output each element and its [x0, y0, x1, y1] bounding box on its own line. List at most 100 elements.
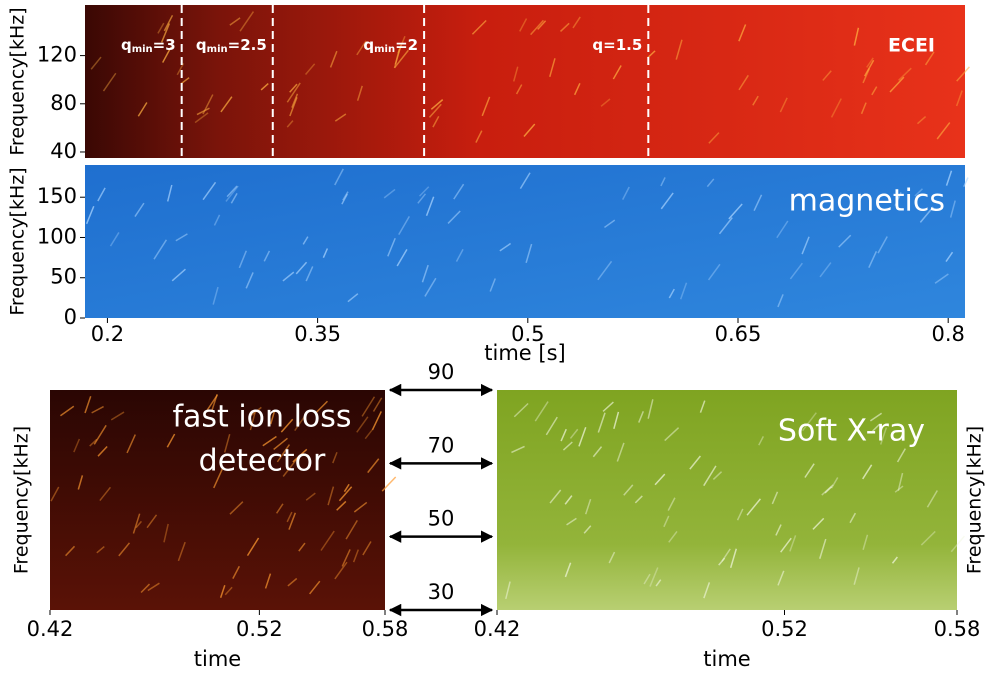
streak	[777, 294, 784, 308]
y-tick-label: 0	[64, 305, 77, 329]
q-label: q=1.5	[592, 36, 642, 54]
streak	[853, 27, 860, 46]
streak	[96, 546, 105, 554]
streak	[304, 63, 316, 75]
streak	[663, 515, 670, 528]
streak	[226, 185, 238, 198]
streak	[812, 517, 825, 530]
streak	[163, 14, 174, 32]
streak	[668, 288, 675, 299]
streak	[649, 567, 659, 587]
streak	[780, 537, 792, 553]
streak	[660, 177, 666, 187]
streak	[291, 93, 299, 108]
streak	[394, 49, 409, 69]
streak	[537, 20, 547, 30]
streak	[729, 548, 738, 569]
streak	[718, 217, 733, 235]
x-tick-label: 0.65	[715, 322, 762, 346]
y-tick-label: 40	[50, 139, 77, 163]
streak	[175, 233, 188, 242]
streak	[934, 273, 949, 284]
streak	[877, 236, 888, 254]
streak	[229, 501, 244, 515]
y-tick-label: 80	[50, 91, 77, 115]
frequency-label: 90	[428, 360, 455, 384]
streak	[424, 277, 437, 297]
streak	[343, 483, 350, 493]
streak	[613, 411, 620, 430]
streak	[85, 205, 95, 225]
streak	[728, 203, 743, 220]
q-label: qmin=2	[363, 36, 418, 56]
q-label-part: q	[121, 36, 132, 54]
streak	[646, 50, 656, 59]
streak	[604, 219, 616, 229]
streak	[280, 418, 294, 433]
streak	[562, 441, 573, 451]
streak	[896, 448, 906, 463]
streak	[219, 585, 226, 598]
x-axis-label: time	[194, 647, 241, 671]
streak	[294, 413, 308, 432]
streak	[511, 445, 525, 454]
streak	[286, 511, 293, 523]
streak	[289, 83, 298, 93]
streak	[305, 266, 314, 282]
streak	[597, 412, 606, 433]
streak	[706, 178, 715, 188]
streak	[956, 66, 970, 82]
streak	[634, 495, 643, 504]
x-tick-label: 0.52	[761, 617, 808, 641]
streak	[245, 272, 254, 289]
streak	[712, 471, 723, 480]
streak	[862, 534, 869, 550]
streak	[523, 123, 536, 137]
streak	[292, 448, 308, 463]
q-label-part: q	[592, 36, 603, 54]
x-tick-label: 0.58	[362, 617, 409, 641]
y-axis-label: Frequency[kHz]	[11, 426, 33, 574]
streak	[282, 271, 295, 282]
streak	[481, 96, 491, 117]
streak	[868, 250, 878, 268]
streak	[89, 438, 98, 447]
streak	[489, 278, 496, 292]
streak	[703, 465, 717, 487]
streak	[664, 427, 680, 442]
streak	[936, 122, 951, 140]
streak	[163, 523, 169, 543]
streak	[162, 46, 172, 63]
spectrogram	[85, 5, 965, 158]
y-axis-label: Frequency[kHz]	[964, 426, 986, 574]
streak	[789, 535, 797, 552]
streak	[919, 206, 934, 223]
streak	[246, 537, 260, 557]
streak	[361, 396, 376, 417]
streak	[699, 400, 706, 413]
streak	[897, 472, 904, 491]
streak	[345, 519, 358, 540]
streak	[914, 188, 923, 197]
streak	[180, 77, 190, 85]
streak	[298, 542, 306, 552]
streak	[336, 500, 347, 511]
streak	[573, 82, 581, 96]
y-tick-label: 50	[50, 265, 77, 289]
streak	[564, 495, 573, 505]
streak	[824, 486, 833, 494]
streak	[269, 409, 276, 425]
x-axis-label: time [s]	[484, 341, 565, 365]
streak	[93, 424, 107, 445]
streak	[871, 86, 878, 96]
streak	[239, 11, 255, 32]
streak	[73, 438, 81, 453]
streak	[600, 98, 611, 107]
streak	[132, 513, 141, 534]
frequency-label: 50	[428, 507, 455, 531]
streak	[475, 130, 483, 143]
streak	[708, 132, 720, 144]
frequency-label: 30	[428, 580, 455, 604]
streak	[202, 94, 214, 115]
streak	[362, 541, 372, 556]
